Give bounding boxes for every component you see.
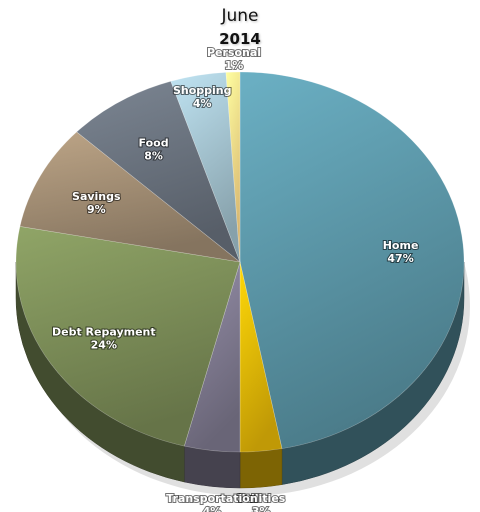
slice-value-food: 8% [144,149,163,162]
slice-value-debt-repayment: 24% [91,338,117,351]
chart-subtitle: 2014 [219,30,261,48]
pie-slice-home [239,71,465,449]
slice-value-savings: 9% [87,203,106,216]
slice-label-transportation: Transportation [166,492,257,505]
pie-slice-utilities [239,261,283,453]
slice-value-home: 47% [387,252,413,265]
pie-slice-debt-repayment [15,226,241,447]
slice-label-home: Home [383,239,419,252]
pie-slice-savings [19,131,242,263]
chart-title: June [221,6,259,26]
slice-label-personal: Personal [207,46,261,59]
slice-value-personal: 1% [225,59,244,72]
pie-side-debt-repayment [15,261,185,483]
pie-slice-shopping [170,72,241,263]
slice-label-shopping: Shopping [173,84,232,97]
pie-slice-food [76,80,241,263]
pie-side-transportation [184,445,241,489]
slice-label-debt-repayment: Debt Repayment [52,325,156,338]
slice-label-savings: Savings [72,190,121,203]
slice-value-shopping: 4% [193,97,212,110]
slice-label-food: Food [139,136,169,149]
pie-slice-personal [225,71,241,263]
pie-slice-transportation [183,261,241,453]
slice-label-utilities: Utilities [237,492,286,505]
pie-side-utilities [239,448,283,489]
slice-value-utilities: 3% [252,505,271,512]
slice-value-transportation: 4% [203,505,222,512]
